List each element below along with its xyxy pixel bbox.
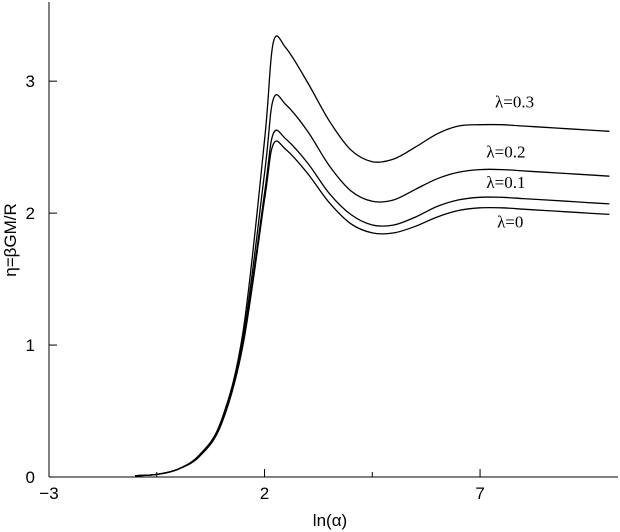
y-axis-title: η=βGM/R <box>1 203 20 277</box>
series-label-1: λ=0.1 <box>486 173 525 192</box>
x-tick-label: −3 <box>39 484 58 503</box>
series-line-2 <box>135 94 610 477</box>
x-axis-title: ln(α) <box>313 511 347 530</box>
x-tick-label: 7 <box>475 484 484 503</box>
series-line-0 <box>135 140 610 477</box>
plot-frame <box>48 2 618 478</box>
y-tick-label: 1 <box>26 336 35 355</box>
series-label-2: λ=0.2 <box>486 143 525 162</box>
series-line-3 <box>135 35 610 477</box>
ticks: −3 2 7 0 1 2 3 <box>26 72 485 503</box>
y-tick-label: 3 <box>26 72 35 91</box>
x-tick-label: 2 <box>260 484 269 503</box>
series-label-0: λ=0 <box>497 213 523 232</box>
series-line-1 <box>135 129 610 477</box>
series-labels: λ=0 λ=0.1 λ=0.2 λ=0.3 <box>486 93 534 232</box>
series-lines <box>135 35 610 477</box>
series-label-3: λ=0.3 <box>495 93 534 112</box>
y-tick-label: 2 <box>26 204 35 223</box>
y-tick-label: 0 <box>26 468 35 487</box>
